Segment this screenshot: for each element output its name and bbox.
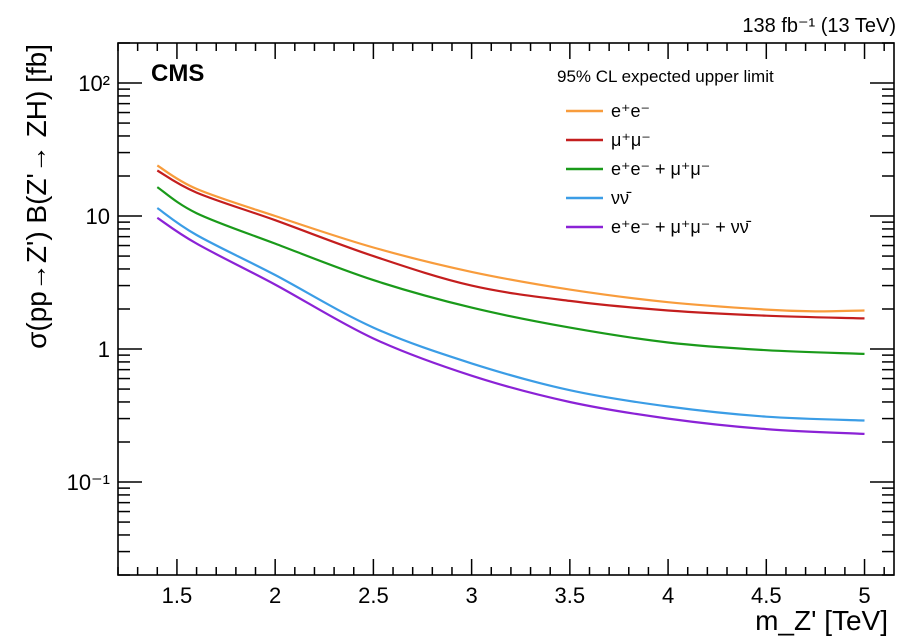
legend-entry: νν̄ <box>611 188 632 208</box>
lumi-label: 138 fb⁻¹ (13 TeV) <box>742 15 896 37</box>
plot-frame <box>117 42 895 576</box>
legend-entry: e⁺e⁻ + μ⁺μ⁻ <box>611 159 710 179</box>
y-axis-title: σ(pp→Z') B(Z'→ ZH) [fb] <box>21 44 52 349</box>
series-line <box>156 207 865 422</box>
y-tick-label: 10² <box>78 71 110 96</box>
y-tick-label: 10 <box>86 204 110 229</box>
experiment-label: CMS <box>151 60 204 87</box>
x-axis-ticks: 1.5 2 2.5 3 3.5 4 4.5 5 <box>117 43 885 608</box>
series-line <box>156 216 865 435</box>
legend-entry: μ⁺μ⁻ <box>611 130 651 150</box>
y-tick-label: 10⁻¹ <box>67 470 110 495</box>
x-tick-label: 4.5 <box>751 583 782 608</box>
series-line <box>156 169 865 320</box>
y-axis-ticks: 10⁻¹ 1 10 10² <box>67 42 894 576</box>
legend-entry: e⁺e⁻ <box>611 101 650 121</box>
series-line <box>156 164 865 313</box>
x-tick-label: 2 <box>269 583 281 608</box>
legend-entry: e⁺e⁻ + μ⁺μ⁻ + νν̄ <box>611 217 752 237</box>
x-tick-label: 2.5 <box>358 583 389 608</box>
x-tick-label: 3 <box>465 583 477 608</box>
y-tick-label: 1 <box>98 337 110 362</box>
x-tick-label: 5 <box>858 583 870 608</box>
series-line <box>156 186 865 355</box>
x-tick-label: 1.5 <box>162 583 193 608</box>
x-tick-label: 4 <box>662 583 674 608</box>
legend-title: 95% CL expected upper limit <box>557 67 774 86</box>
series-lines <box>156 164 865 435</box>
x-tick-label: 3.5 <box>555 583 586 608</box>
legend: 95% CL expected upper limit e⁺e⁻ μ⁺μ⁻ e⁺e⁻… <box>557 67 774 237</box>
x-axis-title: m_Z' [TeV] <box>755 605 888 636</box>
